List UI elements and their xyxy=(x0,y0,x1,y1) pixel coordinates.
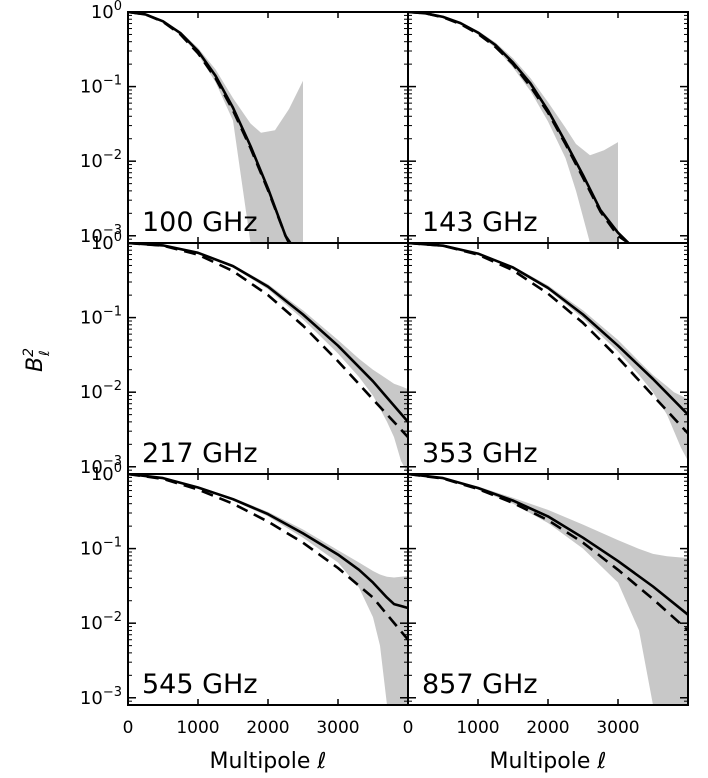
y-tick-label-base: 10 xyxy=(80,539,103,560)
y-tick-label: 10−2 xyxy=(80,610,122,634)
panel-frequency-label: 545 GHz xyxy=(142,669,258,700)
uncertainty-band xyxy=(128,12,303,243)
x-tick-label: 0 xyxy=(403,718,414,738)
panel-353-ghz: 353 GHz xyxy=(407,242,689,475)
panel-frequency-label: 143 GHz xyxy=(422,207,538,238)
plot-area xyxy=(408,12,630,243)
y-tick-label-exp: −1 xyxy=(103,536,122,551)
y-tick-label-exp: −3 xyxy=(103,223,122,238)
x-axis-label-right: Multipole ℓ xyxy=(490,749,607,774)
y-tick-label-base: 10 xyxy=(80,382,103,403)
y-tick-label-base: 10 xyxy=(91,233,114,254)
plot-area xyxy=(128,243,408,474)
y-tick-label: 10−2 xyxy=(80,148,122,172)
plot-area xyxy=(128,474,408,705)
uncertainty-band xyxy=(408,243,688,461)
y-tick-label-exp: 0 xyxy=(114,230,122,245)
x-tick-label: 3000 xyxy=(316,718,359,738)
y-tick-label-base: 10 xyxy=(80,151,103,172)
dashed-series-line xyxy=(408,12,630,243)
panel-frequency-label: 100 GHz xyxy=(142,207,258,238)
plot-area xyxy=(128,12,303,243)
dashed-series-line xyxy=(408,243,688,435)
solid-series-line xyxy=(128,243,408,423)
uncertainty-band xyxy=(408,474,688,705)
dashed-series-line xyxy=(128,12,292,243)
y-tick-label-exp: −3 xyxy=(103,454,122,469)
y-tick-label-base: 10 xyxy=(80,613,103,634)
panel-frequency-label: 857 GHz xyxy=(422,669,538,700)
x-tick-label: 2000 xyxy=(246,718,289,738)
y-tick-label: 10−2 xyxy=(80,379,122,403)
panel-857-ghz: 0 1000 2000 3000 857 GHz xyxy=(403,473,689,738)
plot-area xyxy=(408,243,688,461)
dashed-series-line xyxy=(128,243,408,438)
y-tick-label-exp: −3 xyxy=(103,685,122,700)
y-tick-label-exp: −1 xyxy=(103,305,122,320)
x-tick-label: 2000 xyxy=(526,718,569,738)
y-tick-label-base: 10 xyxy=(91,2,114,23)
y-tick-label-exp: −1 xyxy=(103,74,122,89)
x-tick-label: 1000 xyxy=(456,718,499,738)
y-tick-label: 10−3 xyxy=(80,454,122,478)
y-tick-label-exp: 0 xyxy=(114,461,122,476)
y-tick-label-exp: −2 xyxy=(103,148,122,163)
y-tick-label: 10−1 xyxy=(80,305,122,329)
y-tick-label-base: 10 xyxy=(91,464,114,485)
panel-frequency-label: 353 GHz xyxy=(422,438,538,469)
y-tick-label: 100 xyxy=(91,461,122,485)
y-tick-label-base: 10 xyxy=(80,308,103,329)
y-tick-label: 10−3 xyxy=(80,685,122,709)
panel-143-ghz: 143 GHz xyxy=(407,11,689,244)
x-tick-label: 3000 xyxy=(596,718,639,738)
plot-area xyxy=(408,474,688,705)
y-tick-label: 100 xyxy=(91,230,122,254)
x-tick-label: 0 xyxy=(123,718,134,738)
y-tick-label-exp: 0 xyxy=(114,0,122,14)
y-tick-label: 10−1 xyxy=(80,536,122,560)
y-tick-label-exp: −2 xyxy=(103,610,122,625)
y-tick-label-exp: −2 xyxy=(103,379,122,394)
uncertainty-band xyxy=(408,12,618,243)
y-tick-label-base: 10 xyxy=(80,457,103,478)
x-axis-label-left: Multipole ℓ xyxy=(210,749,327,774)
x-tick-label: 1000 xyxy=(176,718,219,738)
y-tick-label-base: 10 xyxy=(80,77,103,98)
y-tick-label-base: 10 xyxy=(80,688,103,709)
y-tick-label: 100 xyxy=(91,0,122,23)
panel-frequency-label: 217 GHz xyxy=(142,438,258,469)
dashed-series-line xyxy=(408,474,688,632)
dashed-series-line xyxy=(128,474,408,641)
y-axis-label: B2ℓ xyxy=(21,348,53,372)
y-tick-label: 10−3 xyxy=(80,223,122,247)
y-tick-label-base: 10 xyxy=(80,226,103,247)
solid-series-line xyxy=(128,474,408,610)
y-tick-label: 10−1 xyxy=(80,74,122,98)
